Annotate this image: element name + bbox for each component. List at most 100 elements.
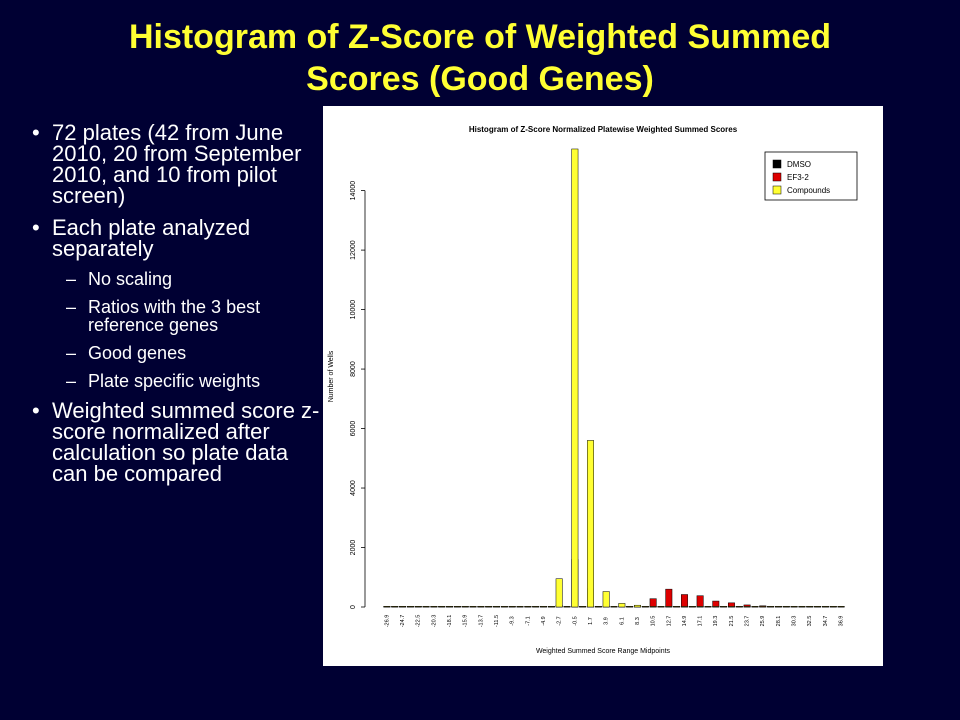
bullet-text: Weighted summed score z-score normalized…: [52, 398, 320, 486]
bullet-text: Each plate analyzed separately: [52, 215, 251, 261]
bar-compounds: [657, 606, 665, 608]
bar-compounds: [720, 606, 728, 608]
x-tick-label: -7.1: [525, 616, 531, 625]
legend-label-ef3-2: EF3-2: [787, 173, 809, 182]
bar-ef3-2: [665, 588, 673, 608]
y-tick-label: 4000: [350, 480, 357, 496]
x-tick-label: -26.9: [384, 615, 390, 628]
bar-ef3-2: [712, 600, 720, 608]
bar-compounds: [571, 148, 579, 608]
bullet-text: 72 plates (42 from June 2010, 20 from Se…: [52, 120, 302, 208]
bar-compounds: [430, 606, 438, 608]
x-tick-label: -13.7: [478, 615, 484, 628]
sub-bullet-item-3: – Ratios with the 3 best reference genes: [30, 298, 320, 334]
bar-ef3-2: [696, 595, 704, 608]
legend-label-compounds: Compounds: [787, 186, 830, 195]
x-tick-label: 1.7: [588, 617, 594, 625]
y-tick-label: 8000: [350, 361, 357, 377]
bar-compounds: [414, 606, 422, 608]
bar-compounds: [814, 606, 822, 608]
bar-compounds: [610, 606, 618, 608]
y-tick-label: 14000: [350, 181, 357, 201]
y-tick-label: 0: [350, 605, 357, 609]
bullet-marker: –: [66, 343, 77, 363]
bar-compounds: [626, 606, 634, 608]
x-tick-label: -4.9: [541, 616, 547, 625]
bar-ef3-2: [649, 598, 657, 608]
bar-compounds: [837, 606, 845, 608]
y-tick-label: 10000: [350, 300, 357, 320]
bar-compounds: [696, 606, 704, 608]
bar-compounds: [688, 606, 696, 608]
x-tick-label: -2.7: [557, 616, 563, 625]
bullet-text: Ratios with the 3 best reference genes: [88, 297, 261, 335]
x-tick-label: 34.7: [823, 616, 829, 627]
bullet-text: Plate specific weights: [88, 371, 261, 391]
bar-compounds: [594, 606, 602, 608]
bullet-item-1: • Each plate analyzed separately: [30, 215, 320, 261]
sub-bullet-item-4: – Good genes: [30, 344, 320, 362]
x-tick-label: -11.5: [494, 615, 500, 627]
x-tick-label: 21.5: [729, 616, 735, 627]
y-tick-label: 6000: [350, 421, 357, 437]
legend-swatch-compounds: [772, 185, 782, 195]
bar-compounds: [524, 606, 532, 608]
bar-compounds: [508, 606, 516, 608]
bar-compounds: [649, 606, 657, 608]
x-tick-label: -24.7: [400, 615, 406, 628]
bullet-list: • 72 plates (42 from June 2010, 20 from S…: [30, 122, 320, 495]
x-tick-label: -22.5: [416, 615, 422, 628]
bar-compounds: [547, 606, 555, 608]
histogram-svg: Histogram of Z-Score Normalized Platewis…: [328, 125, 858, 655]
sub-bullet-item-2: – No scaling: [30, 270, 320, 288]
x-tick-label: 14.9: [682, 616, 688, 627]
bar-compounds: [767, 606, 775, 608]
bar-compounds: [634, 604, 641, 608]
bar-compounds: [532, 606, 540, 608]
x-tick-label: 23.7: [745, 616, 751, 627]
legend-label-dmso: DMSO: [787, 160, 811, 169]
bar-compounds: [798, 606, 806, 608]
y-axis-label: Number of Wells: [328, 350, 335, 402]
x-tick-label: -0.5: [572, 616, 578, 625]
x-tick-label: 25.9: [760, 616, 766, 627]
bar-compounds: [563, 606, 571, 608]
bar-compounds: [438, 606, 446, 608]
bar-compounds: [469, 606, 477, 608]
bullet-marker: –: [66, 371, 77, 391]
bar-compounds: [673, 606, 681, 608]
x-tick-label: -20.3: [431, 615, 437, 628]
bullet-item-6: • Weighted summed score z-score normalize…: [30, 398, 320, 486]
x-tick-label: -15.9: [463, 615, 469, 628]
bar-compounds: [790, 606, 798, 608]
bullet-marker: •: [32, 120, 40, 145]
bar-compounds: [821, 606, 829, 608]
bar-compounds: [516, 606, 524, 608]
x-tick-label: 12.7: [666, 616, 672, 627]
bar-compounds: [399, 606, 407, 608]
x-tick-label: 19.3: [713, 616, 719, 627]
x-tick-label: 28.1: [776, 616, 782, 627]
bar-compounds: [618, 603, 626, 608]
bullet-marker: –: [66, 297, 77, 317]
bullet-marker: –: [66, 269, 77, 289]
bar-compounds: [829, 606, 837, 608]
bar-compounds: [422, 606, 430, 608]
bar-compounds: [704, 606, 712, 608]
y-tick-label: 12000: [350, 240, 357, 260]
bar-compounds: [782, 606, 790, 608]
x-tick-label: 6.1: [619, 617, 625, 625]
bar-compounds: [587, 440, 594, 608]
bar-compounds: [774, 606, 782, 608]
bar-compounds: [500, 606, 508, 608]
bar-compounds: [493, 606, 501, 608]
chart-title: Histogram of Z-Score Normalized Platewis…: [469, 125, 738, 134]
bar-compounds: [485, 606, 493, 608]
sub-bullet-item-5: – Plate specific weights: [30, 372, 320, 390]
bullet-marker: •: [32, 398, 40, 423]
x-tick-label: 10.5: [651, 616, 657, 627]
x-tick-label: 36.9: [839, 616, 845, 627]
legend-swatch-ef3-2: [772, 172, 782, 182]
bar-compounds: [759, 606, 767, 608]
x-tick-label: 8.3: [635, 617, 641, 625]
